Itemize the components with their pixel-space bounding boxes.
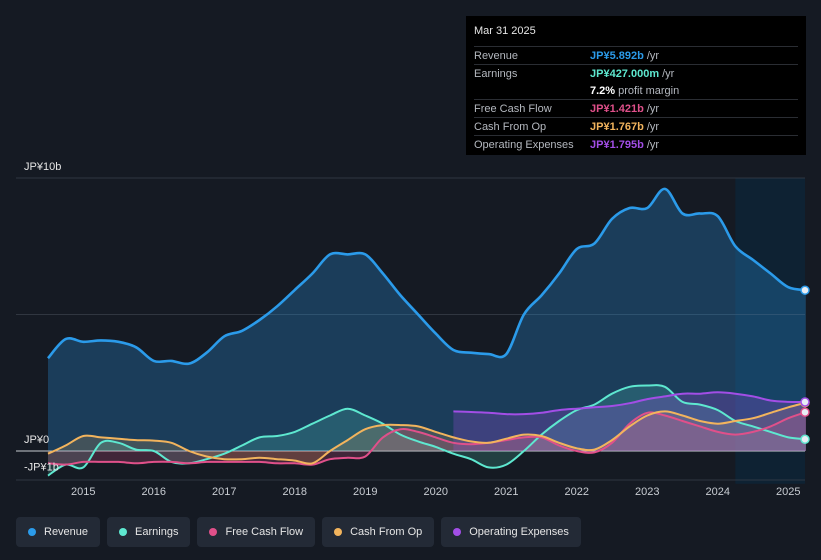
x-tick-label: 2016 bbox=[142, 486, 166, 498]
legend-item-free-cash-flow[interactable]: Free Cash Flow bbox=[197, 517, 316, 547]
x-tick-label: 2019 bbox=[353, 486, 377, 498]
tooltip-row-label: Revenue bbox=[474, 49, 519, 62]
series-fills bbox=[48, 188, 806, 476]
legend-label: Earnings bbox=[135, 526, 179, 538]
cash-from-op-line bbox=[47, 401, 807, 465]
tooltip-row-label: Cash From Op bbox=[474, 120, 547, 133]
tooltip-row-value: 7.2% bbox=[590, 84, 616, 97]
x-tick-label: 2021 bbox=[494, 486, 518, 498]
revenue-line bbox=[47, 187, 807, 366]
legend-item-earnings[interactable]: Earnings bbox=[107, 517, 191, 547]
x-tick-label: 2018 bbox=[283, 486, 307, 498]
tooltip-row: Free Cash Flow JP¥1.421b/yr bbox=[474, 99, 798, 117]
revenue-end-marker bbox=[800, 285, 810, 295]
legend-dot-icon bbox=[28, 528, 36, 536]
tooltip-row: 7.2% profit margin bbox=[474, 82, 798, 99]
tooltip-row-value: JP¥427.000m bbox=[590, 67, 660, 80]
legend-dot-icon bbox=[453, 528, 462, 536]
series-end-markers bbox=[800, 285, 810, 445]
x-tick-label: 2025 bbox=[776, 486, 800, 498]
x-tick-label: 2015 bbox=[71, 486, 95, 498]
legend-dot-icon bbox=[334, 528, 343, 536]
tooltip-row: Earnings JP¥427.000m/yr bbox=[474, 64, 798, 82]
tooltip-date: Mar 31 2025 bbox=[474, 25, 536, 37]
y-tick-label: -JP¥1b bbox=[24, 461, 59, 473]
earnings-area bbox=[48, 385, 806, 476]
legend-label: Cash From Op bbox=[350, 526, 423, 538]
free-cash-flow-area bbox=[48, 412, 806, 465]
tooltip-row: Operating Expenses JP¥1.795b/yr bbox=[474, 135, 798, 153]
y-tick-label: JP¥10b bbox=[24, 161, 61, 173]
chart-area: JP¥10b JP¥0 -JP¥1b 2015 2016 2017 2018 2019 202… bbox=[16, 161, 810, 498]
x-tick-label: 2024 bbox=[706, 486, 730, 498]
x-tick-label: 2017 bbox=[212, 486, 236, 498]
tooltip-row-unit: /yr bbox=[646, 102, 660, 115]
legend-label: Free Cash Flow bbox=[225, 526, 304, 538]
series-lines bbox=[47, 187, 807, 477]
x-tick-label: 2023 bbox=[635, 486, 659, 498]
legend-item-cash-from-op[interactable]: Cash From Op bbox=[322, 517, 435, 547]
tooltip-row-unit: /yr bbox=[646, 120, 660, 133]
tooltip-row: Revenue JP¥5.892b/yr bbox=[474, 46, 798, 64]
operating-expenses-line bbox=[453, 391, 806, 416]
free-cash-flow-line bbox=[47, 411, 807, 466]
legend-label: Operating Expenses bbox=[469, 526, 569, 538]
revenue-area bbox=[48, 188, 806, 451]
chart-legend: Revenue Earnings Free Cash Flow Cash From O… bbox=[16, 517, 581, 547]
tooltip-row-value: JP¥5.892b bbox=[590, 49, 644, 62]
tooltip-row-unit: /yr bbox=[662, 67, 675, 80]
x-tick-label: 2022 bbox=[565, 486, 589, 498]
tooltip-row-unit: /yr bbox=[646, 49, 660, 62]
legend-item-operating-expenses[interactable]: Operating Expenses bbox=[441, 517, 581, 547]
x-axis-labels: 2015 2016 2017 2018 2019 2020 2021 2022 2023 2024… bbox=[71, 486, 800, 498]
tooltip-row-value: JP¥1.795b bbox=[590, 138, 644, 151]
operating-expenses-end-marker bbox=[800, 397, 810, 407]
tooltip-rows: Revenue JP¥5.892b/yr Earnings JP¥427.000m/y… bbox=[474, 46, 798, 153]
cash-from-op-area bbox=[48, 402, 806, 464]
y-axis-labels: JP¥10b JP¥0 -JP¥1b bbox=[24, 161, 61, 473]
tooltip-row-label: Earnings bbox=[474, 67, 518, 80]
tooltip-row-unit: profit margin bbox=[618, 84, 680, 97]
legend-label: Revenue bbox=[44, 526, 89, 538]
legend-dot-icon bbox=[119, 528, 128, 536]
tooltip-row-value: JP¥1.767b bbox=[590, 120, 644, 133]
tooltip-row-label: Free Cash Flow bbox=[474, 102, 552, 115]
tooltip-row-unit: /yr bbox=[646, 138, 660, 151]
legend-item-revenue[interactable]: Revenue bbox=[16, 517, 101, 547]
tooltip-row-label: Operating Expenses bbox=[474, 138, 574, 151]
data-tooltip: Mar 31 2025 Revenue JP¥5.892b/yr Earnings J… bbox=[466, 16, 806, 155]
free-cash-flow-end-marker bbox=[800, 407, 810, 417]
x-tick-label: 2020 bbox=[424, 486, 448, 498]
y-tick-label: JP¥0 bbox=[24, 434, 49, 446]
tooltip-row: Cash From Op JP¥1.767b/yr bbox=[474, 117, 798, 135]
earnings-end-marker bbox=[800, 434, 810, 445]
legend-dot-icon bbox=[209, 528, 218, 536]
tooltip-row-value: JP¥1.421b bbox=[590, 102, 644, 115]
